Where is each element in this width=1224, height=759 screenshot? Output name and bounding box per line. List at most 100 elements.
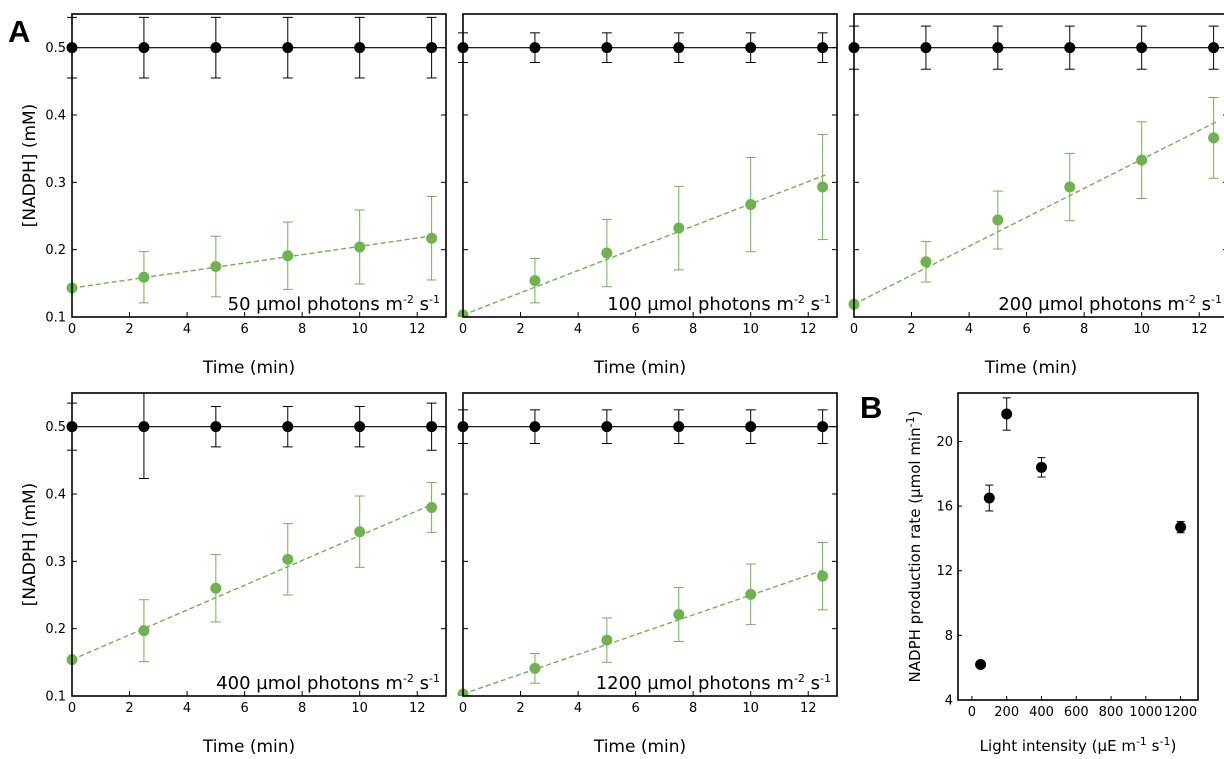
x-axis-title: Time (min): [984, 358, 1077, 378]
y-tick-label: 0.3: [45, 555, 66, 570]
annotation-exponent: -2: [794, 672, 805, 685]
x-tick-label: 12: [800, 322, 817, 337]
x-tick-label: 10: [1133, 322, 1150, 337]
x-axis-title: Light intensity (µE m-1 s-1): [980, 735, 1177, 755]
y-tick-label: 0.4: [45, 488, 66, 503]
rate-point: [975, 658, 987, 670]
x-tick-label: 6: [1022, 322, 1030, 337]
annotation-main: 50 µmol photons m: [228, 294, 403, 315]
plot-area: [457, 32, 837, 317]
panel-1: 0 2 4 6 8 10 12 Time (min) 100 µmol photons m-2 …: [457, 13, 838, 378]
control-point: [426, 42, 438, 54]
panel-0: 0 2 4 6 8 10 12 0.1 0.2 0.3 0.4 0.5 Time (min) [NADPH…: [20, 13, 447, 378]
plot-area: [848, 25, 1224, 310]
y-tick-label: 0.2: [45, 243, 66, 258]
control-point: [529, 42, 541, 54]
rate-point: [983, 492, 995, 504]
y-tick-label: 0.1: [45, 690, 66, 705]
x-axis-title: Time (min): [202, 737, 295, 757]
sample-point: [1064, 181, 1076, 193]
x-tick-label: 4: [183, 701, 191, 716]
rate-point: [1001, 408, 1013, 420]
control-point: [210, 421, 222, 433]
x-tick-label: 6: [631, 322, 639, 337]
sample-point: [673, 222, 685, 234]
annotation-unit: s: [414, 294, 429, 315]
panel-3: 0 2 4 6 8 10 12 0.1 0.2 0.3 0.4 0.5 Time (min) [NADPH…: [20, 392, 447, 757]
x-tick-label: 4: [574, 322, 582, 337]
panel-label-b: B: [860, 390, 882, 425]
x-tick-label: 12: [1191, 322, 1208, 337]
x-tick-label: 8: [1080, 322, 1088, 337]
y-tick-label: 0.1: [45, 311, 66, 326]
control-point: [673, 421, 685, 433]
light-intensity-annotation: 400 µmol photons m-2 s-1: [216, 672, 440, 694]
annotation-main: 1200 µmol photons m: [596, 673, 794, 694]
control-point: [1064, 42, 1076, 54]
y-axis-title: [NADPH] (mM): [20, 104, 40, 228]
y-tick-label: 0.2: [45, 622, 66, 637]
plots: 0 2 4 6 8 10 12 0.1 0.2 0.3 0.4 0.5 Time (min) [NADPH…: [20, 13, 1224, 757]
plot-area: [457, 409, 837, 696]
sample-point: [529, 662, 541, 674]
panel-frame: [462, 392, 838, 697]
x-tick-label: 8: [689, 701, 697, 716]
sample-point: [1208, 132, 1220, 144]
x-tick-label: 0: [68, 701, 76, 716]
light-intensity-annotation: 1200 µmol photons m-2 s-1: [596, 672, 831, 694]
sample-point: [138, 625, 150, 637]
annotation-unit: s: [414, 673, 429, 694]
control-point: [529, 421, 541, 433]
y-tick-label: 20: [936, 435, 953, 450]
panel-frame: [71, 13, 447, 318]
control-point: [282, 42, 294, 54]
sample-point: [601, 247, 613, 259]
y-axis-title: [NADPH] (mM): [20, 483, 40, 607]
annotation-unit: s: [1196, 294, 1211, 315]
control-point: [354, 42, 366, 54]
annotation-exponent: -1: [429, 672, 440, 685]
annotation-exponent: -2: [1185, 293, 1196, 306]
annotation-exponent: -1: [1211, 293, 1222, 306]
sample-point: [992, 214, 1004, 226]
annotation-unit: s: [805, 294, 820, 315]
sample-point: [426, 232, 438, 244]
control-point: [920, 42, 932, 54]
y-tick-label: 0.5: [45, 41, 66, 56]
x-tick-label: 4: [574, 701, 582, 716]
x-tick-label: 2: [125, 322, 133, 337]
y-tick-label: 8: [945, 629, 953, 644]
panel-label-a: A: [8, 14, 30, 49]
x-tick-label: 12: [409, 322, 426, 337]
plot-area: [66, 16, 446, 304]
panel-b: 0 200 400 600 800 1000 1200 4 8 12 16 20 Light inten…: [904, 392, 1199, 755]
x-tick-label: 0: [968, 705, 976, 720]
control-point: [992, 42, 1004, 54]
annotation-exponent: -1: [820, 293, 831, 306]
panel-2: 0 2 4 6 8 10 12 Time (min) 200 µmol photons m-2 …: [848, 13, 1224, 378]
panel-frame: [957, 392, 1199, 701]
sample-point: [210, 582, 222, 594]
control-point: [817, 42, 829, 54]
x-tick-label: 4: [965, 322, 973, 337]
annotation-main: 400 µmol photons m: [216, 673, 403, 694]
fit-line: [462, 174, 826, 316]
annotation-exponent: -2: [403, 672, 414, 685]
x-tick-label: 2: [907, 322, 915, 337]
panel-frame: [853, 13, 1224, 318]
x-tick-label: 10: [742, 322, 759, 337]
x-tick-label: 2: [516, 322, 524, 337]
sample-point: [1136, 154, 1148, 166]
sample-point: [282, 250, 294, 262]
x-tick-label: 0: [68, 322, 76, 337]
x-axis-title: Time (min): [202, 358, 295, 378]
x-axis-title: Time (min): [593, 358, 686, 378]
control-point: [601, 42, 613, 54]
y-tick-label: 4: [945, 694, 953, 709]
sample-point: [210, 261, 222, 272]
x-tick-label: 200: [994, 705, 1019, 720]
control-point: [1208, 42, 1220, 54]
x-tick-label: 6: [631, 701, 639, 716]
sample-point: [745, 588, 757, 600]
